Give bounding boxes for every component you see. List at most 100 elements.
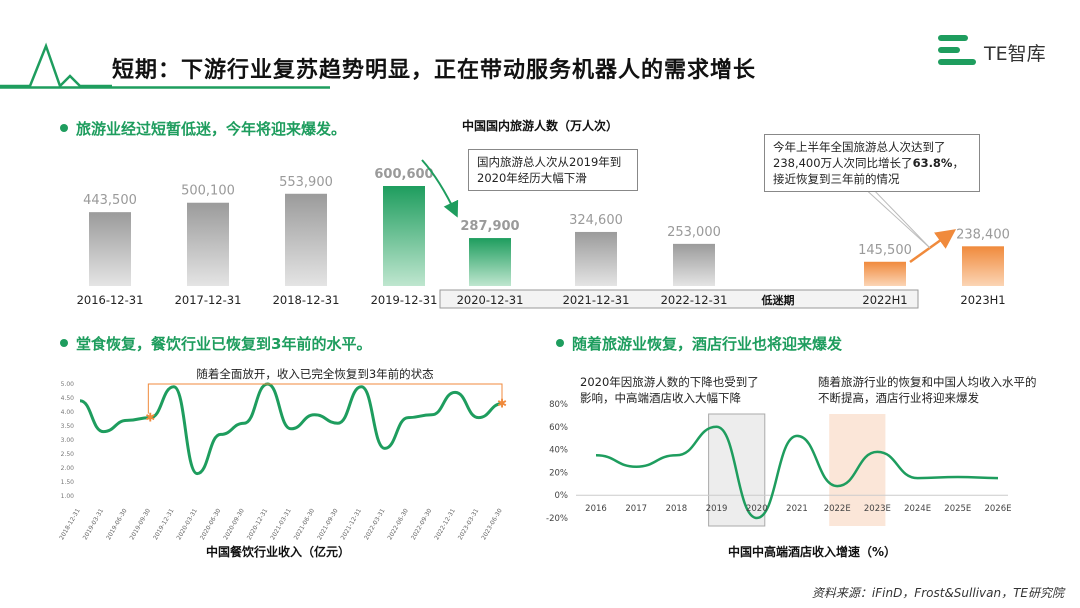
x-tick-label: 2023-06-30 [480,507,504,540]
y-tick-label: 3.50 [61,423,75,430]
x-tick-label: 2022-12-31 [433,507,457,540]
hotel-line-chart: 80% 60% 40% 20% 0% -20% 2016 2017 2018 2019 2020 20… [546,400,1012,527]
x-tick-label: 2020-06-30 [199,507,223,540]
x-tick-label: 2023E [864,504,891,514]
callout-highlight: 63.8% [912,156,953,170]
x-tick-label: 2020 [746,504,768,514]
section-heading-catering: 堂食恢复，餐饮行业已恢复到3年前的水平。 [60,333,371,354]
x-tick-label: 2020-03-31 [175,507,199,540]
x-tick-label: 2018-12-31 [273,293,340,307]
x-tick-label: 2024E [904,504,931,514]
bar-value-label: 443,500 [83,193,137,208]
x-tick-label: 2021-09-30 [316,507,340,540]
y-tick-label: 1.50 [61,479,75,486]
x-tick-label: 2021-12-31 [340,507,364,540]
x-tick-label: 2018 [666,504,688,514]
x-tick-label: 2019-12-31 [371,293,438,307]
x-tick-label: 2020-09-30 [222,507,246,540]
source-note: 资料来源：iFinD，Frost&Sullivan，TE研究院 [811,586,1064,600]
bar-value-label: 238,400 [956,227,1010,242]
x-tick-label: 2021-03-31 [269,507,293,540]
y-tick-label: 80% [549,400,568,410]
x-tick-label: 2017-12-31 [175,293,242,307]
hotel-note-growth: 随着旅游行业的恢复和中国人均收入水平的不断提高，酒店行业将迎来爆发 [818,375,1037,405]
x-tick-label: 2022H1 [862,293,907,307]
bar-value-label: 145,500 [858,243,912,258]
x-tick-label: 2019-09-30 [129,507,153,540]
x-tick-label: 2019-06-30 [105,507,129,540]
x-tick-label: 2023-03-31 [457,507,481,540]
tourism-drop-callout: 国内旅游总人次从2019年到2020年经历大幅下滑 [468,149,638,191]
tourism-chart-title: 中国国内旅游人数（万人次） [462,119,619,133]
star-marker-icon: ✱ [497,397,507,411]
callout-text: ，接近恢复到三年前的情况 [773,156,964,186]
section-heading-text: 随着旅游业恢复，酒店行业也将迎来爆发 [572,335,843,353]
x-tick-label: 2017 [625,504,647,514]
x-tick-label: 2019 [706,504,728,514]
bar [962,246,1004,286]
bullet-icon [60,338,68,347]
bar-value-label: 287,900 [460,219,519,234]
catering-chart-title: 中国餐饮行业收入（亿元） [206,545,351,559]
x-tick-label: 2022-03-31 [363,507,387,540]
bar [864,261,906,286]
catering-bracket [147,383,503,414]
x-tick-label: 2016-12-31 [77,293,144,307]
header-pulse-decoration [0,42,112,89]
y-tick-label: 4.50 [61,395,75,402]
y-tick-label: 60% [549,423,568,433]
hotel-chart-title: 中国中高端酒店收入增速（%） [728,545,897,559]
x-tick-label: 2021-12-31 [563,293,630,307]
x-tick-label: 2025E [944,504,971,514]
x-tick-label: 2021 [786,504,808,514]
bar [187,202,229,286]
x-tick-label: 2019-12-31 [152,507,176,540]
slump-period-label: 低迷期 [761,293,795,307]
bar [575,231,617,286]
bar [383,186,425,286]
callout-pointer [861,185,931,249]
x-tick-label: 2022-12-31 [661,293,728,307]
hotel-note-2020: 2020年因旅游人数的下降也受到了影响，中高端酒店收入大幅下降 [580,375,759,405]
x-tick-label: 2016 [585,504,607,514]
y-tick-label: 3.00 [61,437,75,444]
tourism-h1-callout: 今年上半年全国旅游总人次达到了238,400万人次同比增长了63.8%，接近恢复… [764,134,980,192]
y-tick-label: -20% [546,514,568,524]
callout-pointer [869,185,931,249]
bar [673,243,715,286]
bar-value-label: 553,900 [279,175,333,190]
x-tick-label: 2020-12-31 [246,507,270,540]
x-tick-label: 2018-12-31 [58,507,82,540]
section-heading-text: 堂食恢复，餐饮行业已恢复到3年前的水平。 [76,335,372,353]
y-tick-label: 1.00 [61,493,75,500]
bar-value-label: 324,600 [569,213,623,228]
page-title: 短期：下游行业复苏趋势明显，正在带动服务机器人的需求增长 [112,58,757,83]
section-heading-hotel: 随着旅游业恢复，酒店行业也将迎来爆发 [556,333,842,354]
y-tick-label: 40% [549,446,568,456]
star-marker-icon: ✱ [145,411,155,425]
x-tick-label: 2021-06-30 [293,507,317,540]
y-tick-label: 0% [555,491,569,501]
y-tick-label: 2.50 [61,451,75,458]
x-tick-label: 2023H1 [960,293,1005,307]
hotel-series-line [595,425,999,520]
bar [285,193,327,286]
bar [89,212,131,286]
y-tick-label: 5.00 [61,381,75,388]
bar-value-label: 500,100 [181,184,235,199]
y-tick-label: 4.00 [61,409,75,416]
bullet-icon [556,338,564,347]
bullet-icon [60,123,68,132]
catering-line-chart: 5.00 4.50 4.00 3.50 3.00 2.50 2.00 1.50 1.00 2018… [58,367,507,540]
section-heading-tourism: 旅游业经过短暂低迷，今年将迎来爆发。 [60,118,346,139]
x-tick-label: 2020-12-31 [457,293,524,307]
y-tick-label: 20% [549,468,568,478]
section-heading-text: 旅游业经过短暂低迷，今年将迎来爆发。 [76,120,347,138]
x-tick-label: 2022E [824,504,851,514]
catering-note: 随着全面放开，收入已完全恢复到3年前的状态 [196,367,434,381]
bar-value-label: 600,600 [374,167,433,182]
callout-text: 今年上半年全国旅游总人次达到了238,400万人次同比增长了 [773,140,946,170]
growth-arrow [909,229,957,264]
y-tick-label: 2.00 [61,465,75,472]
tourism-bar-chart: 低迷期 443,500 2016-12-31 500,100 2017-12-31 553… [77,159,1010,309]
